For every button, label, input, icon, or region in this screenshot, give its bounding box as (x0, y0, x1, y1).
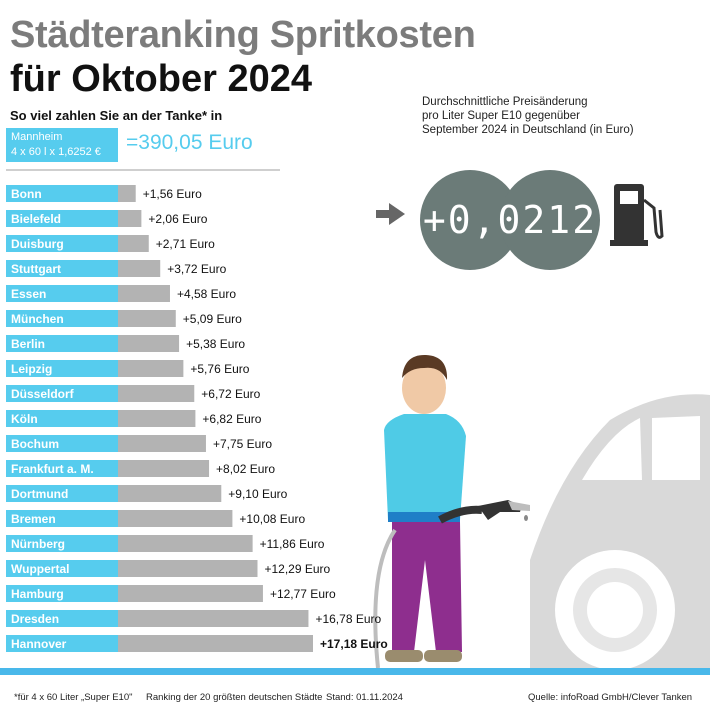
ranking-bar-chart: Bonn +1,56 Euro Bielefeld +2,06 Euro Duisbur… (6, 185, 388, 652)
bar-label-background (6, 635, 118, 652)
value-label: +9,10 Euro (228, 487, 287, 501)
value-label: +7,75 Euro (213, 437, 272, 451)
value-label: +10,08 Euro (239, 512, 305, 526)
category-label: Hamburg (11, 587, 64, 601)
value-label: +6,82 Euro (202, 412, 261, 426)
value-label: +3,72 Euro (167, 262, 226, 276)
subtitle: So viel zahlen Sie an der Tanke* in (10, 108, 223, 123)
separator-line (6, 169, 280, 171)
price-change-note: Durchschnittliche Preisänderung pro Lite… (422, 95, 662, 137)
bar-label-background (6, 360, 118, 377)
bar-label-background (6, 510, 118, 527)
bar-label-background (6, 485, 118, 502)
category-label: Bochum (11, 437, 59, 451)
value-label: +1,56 Euro (143, 187, 202, 201)
reference-city-name: Mannheim (11, 131, 63, 143)
category-label: Berlin (11, 337, 45, 351)
value-label: +6,72 Euro (201, 387, 260, 401)
value-label: +12,77 Euro (270, 587, 336, 601)
bar-label-background (6, 585, 118, 602)
note-line: Durchschnittliche Preisänderung (422, 96, 588, 108)
bar-label-background (6, 535, 118, 552)
category-label: Leipzig (11, 362, 52, 376)
footer-source: Quelle: infoRoad GmbH/Clever Tanken (528, 692, 693, 703)
title-line-1: Städteranking Spritkosten (10, 14, 476, 56)
category-label: Bremen (11, 512, 56, 526)
value-label: +2,06 Euro (148, 212, 207, 226)
category-label: Stuttgart (11, 262, 61, 276)
value-label: +4,58 Euro (177, 287, 236, 301)
fuel-pump-icon (610, 184, 664, 246)
footer-date: Stand: 01.11.2024 (326, 692, 403, 703)
bar-label-background (6, 385, 118, 402)
bar-label-background (6, 560, 118, 577)
price-badge (420, 170, 600, 270)
value-label: +5,76 Euro (190, 362, 249, 376)
value-label: +5,38 Euro (186, 337, 245, 351)
footer-ranking: Ranking der 20 größten deutschen Städte (146, 692, 323, 703)
category-label: Hannover (11, 637, 67, 651)
bar-label-background (6, 335, 118, 352)
category-label: Köln (11, 412, 38, 426)
category-label: Essen (11, 287, 46, 301)
bar-label-background (6, 435, 118, 452)
man-illustration (373, 354, 530, 669)
footer-line (0, 668, 710, 675)
reference-city-box: Mannheim 4 x 60 l x 1,6252 € (6, 128, 118, 162)
category-label: Dresden (11, 612, 59, 626)
title-line-2: für Oktober 2024 (10, 58, 312, 100)
category-label: München (11, 312, 64, 326)
note-line: pro Liter Super E10 gegenüber (422, 110, 580, 122)
value-label: +8,02 Euro (216, 462, 275, 476)
bar-label-background (6, 185, 118, 202)
bar-label-background (6, 310, 118, 327)
value-label: +5,09 Euro (183, 312, 242, 326)
car-illustration (530, 394, 710, 670)
bar-label-background (6, 285, 118, 302)
bar-label-background (6, 260, 118, 277)
arrow-right-icon (376, 203, 405, 225)
category-label: Wuppertal (11, 562, 69, 576)
bar-label-background (6, 610, 118, 627)
category-label: Dortmund (11, 487, 68, 501)
bar-label-background (6, 235, 118, 252)
bar-label-background (6, 410, 118, 427)
category-label: Bielefeld (11, 212, 61, 226)
price-change-display: +0,0212 (410, 170, 610, 270)
reference-formula: 4 x 60 l x 1,6252 € (11, 146, 101, 158)
value-label: +11,86 Euro (260, 537, 325, 551)
category-label: Frankfurt a. M. (11, 462, 94, 476)
category-label: Bonn (11, 187, 42, 201)
value-label: +2,71 Euro (156, 237, 215, 251)
price-change-value: +0,0212 (422, 198, 598, 242)
value-label: +17,18 Euro (320, 637, 388, 651)
bar-label-background (6, 210, 118, 227)
bar-label-background (6, 460, 118, 477)
category-label: Nürnberg (11, 537, 65, 551)
value-label: +12,29 Euro (264, 562, 330, 576)
category-label: Düsseldorf (11, 387, 75, 401)
footer-note: *für 4 x 60 Liter „Super E10" (14, 692, 133, 703)
note-line: September 2024 in Deutschland (in Euro) (422, 124, 634, 136)
value-label: +16,78 Euro (315, 612, 381, 626)
reference-total: =390,05 Euro (126, 131, 253, 154)
category-label: Duisburg (11, 237, 64, 251)
